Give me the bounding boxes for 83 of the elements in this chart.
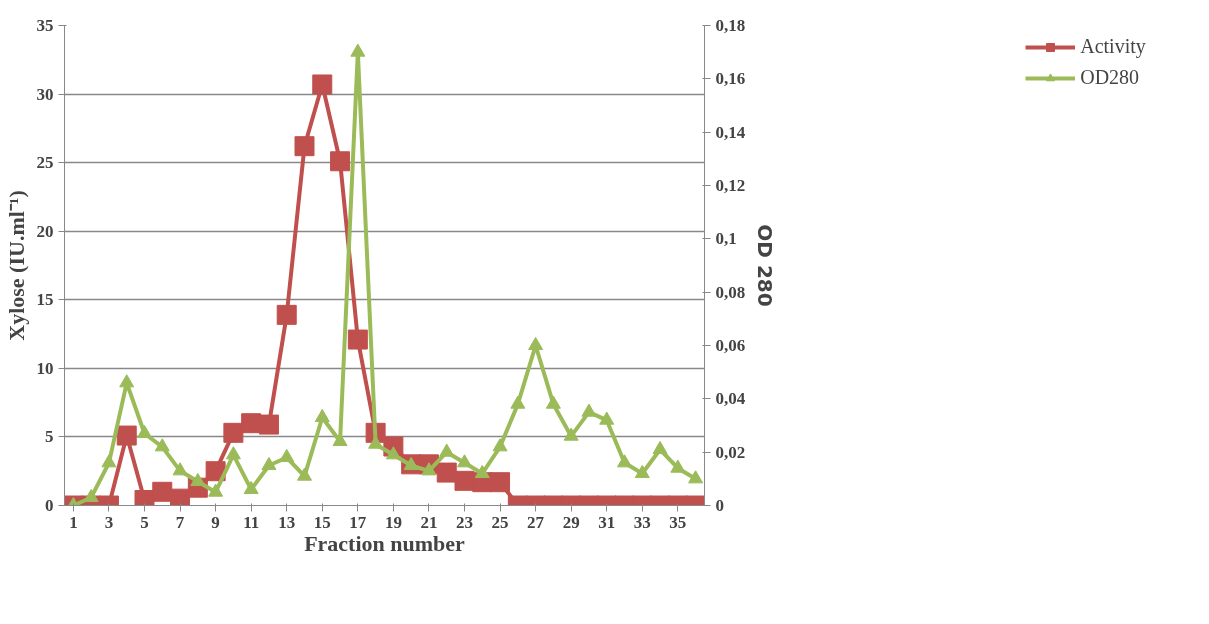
point (510, 395, 526, 409)
point (634, 464, 650, 479)
point (170, 488, 191, 506)
x-tick-label: 11 (243, 512, 260, 532)
point (225, 446, 241, 460)
point (454, 470, 475, 491)
point (528, 336, 544, 351)
y2-tick-label: 0,1 (715, 229, 737, 249)
y2-tick-label: 0,18 (715, 16, 746, 35)
point (258, 414, 279, 435)
point (652, 440, 668, 455)
point (276, 304, 297, 325)
point (350, 43, 366, 57)
x-tick-label: 35 (669, 512, 687, 532)
y2-axis-title: OD 280 (753, 224, 778, 307)
point (474, 464, 490, 479)
x-tick-label: 29 (562, 512, 580, 532)
point (457, 454, 472, 468)
y2-tick-label: 0,02 (715, 442, 746, 462)
x-tick-label: 15 (313, 512, 331, 532)
point (294, 136, 315, 157)
point (243, 480, 259, 495)
legend-label: Activity (1080, 35, 1146, 58)
y2-tick-label: 0,06 (715, 336, 746, 355)
point (330, 151, 351, 172)
y-tick-label: 5 (45, 427, 54, 447)
x-tick-label: 13 (278, 512, 296, 532)
point (223, 422, 244, 443)
point (101, 454, 117, 468)
x-tick-label: 17 (349, 512, 367, 532)
point (137, 424, 152, 439)
point (116, 425, 137, 446)
point (492, 438, 508, 452)
y-tick-label: 15 (36, 290, 54, 310)
point (545, 395, 561, 409)
x-tick-label: 19 (384, 512, 402, 532)
x-tick-label: 27 (527, 512, 545, 532)
point (261, 456, 277, 471)
point (152, 481, 173, 502)
point (297, 467, 312, 481)
y-tick-label: 30 (36, 84, 54, 104)
y-tick-label: 35 (36, 16, 54, 35)
y2-tick-label: 0 (715, 496, 724, 515)
point (563, 427, 579, 441)
point (208, 483, 224, 497)
point (670, 459, 686, 473)
point (119, 374, 135, 388)
x-tick-label: 21 (420, 512, 438, 532)
point (154, 438, 170, 452)
y2-tick-label: 0,08 (715, 282, 746, 302)
point (688, 470, 704, 484)
y2-tick-label: 0,12 (715, 176, 746, 195)
point (332, 432, 348, 447)
point (347, 329, 368, 350)
y-tick-label: 25 (36, 153, 54, 173)
y2-tick-label: 0,04 (715, 389, 746, 409)
y-axis-title: Xylose (IU.ml⁻¹) (3, 190, 29, 341)
x-tick-label: 1 (69, 512, 78, 532)
x-tick-label: 7 (175, 512, 185, 532)
point (439, 443, 455, 457)
point (314, 408, 330, 423)
x-tick-label: 25 (491, 512, 509, 532)
x-tick-label: 9 (211, 512, 220, 532)
legend-label: OD280 (1080, 66, 1140, 89)
y-tick-label: 10 (36, 358, 54, 378)
point (279, 448, 295, 463)
y2-tick-label: 0,14 (715, 122, 746, 142)
point (490, 472, 511, 493)
y-tick-label: 0 (45, 496, 54, 515)
x-tick-label: 33 (633, 512, 651, 532)
x-tick-label: 31 (598, 512, 616, 532)
point (599, 411, 615, 425)
point (581, 403, 597, 417)
point (172, 462, 188, 476)
x-tick-label: 23 (456, 512, 473, 532)
y2-tick-label: 0,16 (715, 69, 746, 89)
x-tick-label: 3 (104, 512, 114, 532)
point (617, 454, 632, 468)
y-tick-label: 20 (36, 221, 54, 241)
point (436, 462, 457, 483)
x-axis-title: Fraction number (304, 530, 466, 556)
point (312, 74, 333, 95)
x-tick-label: 5 (140, 512, 149, 532)
